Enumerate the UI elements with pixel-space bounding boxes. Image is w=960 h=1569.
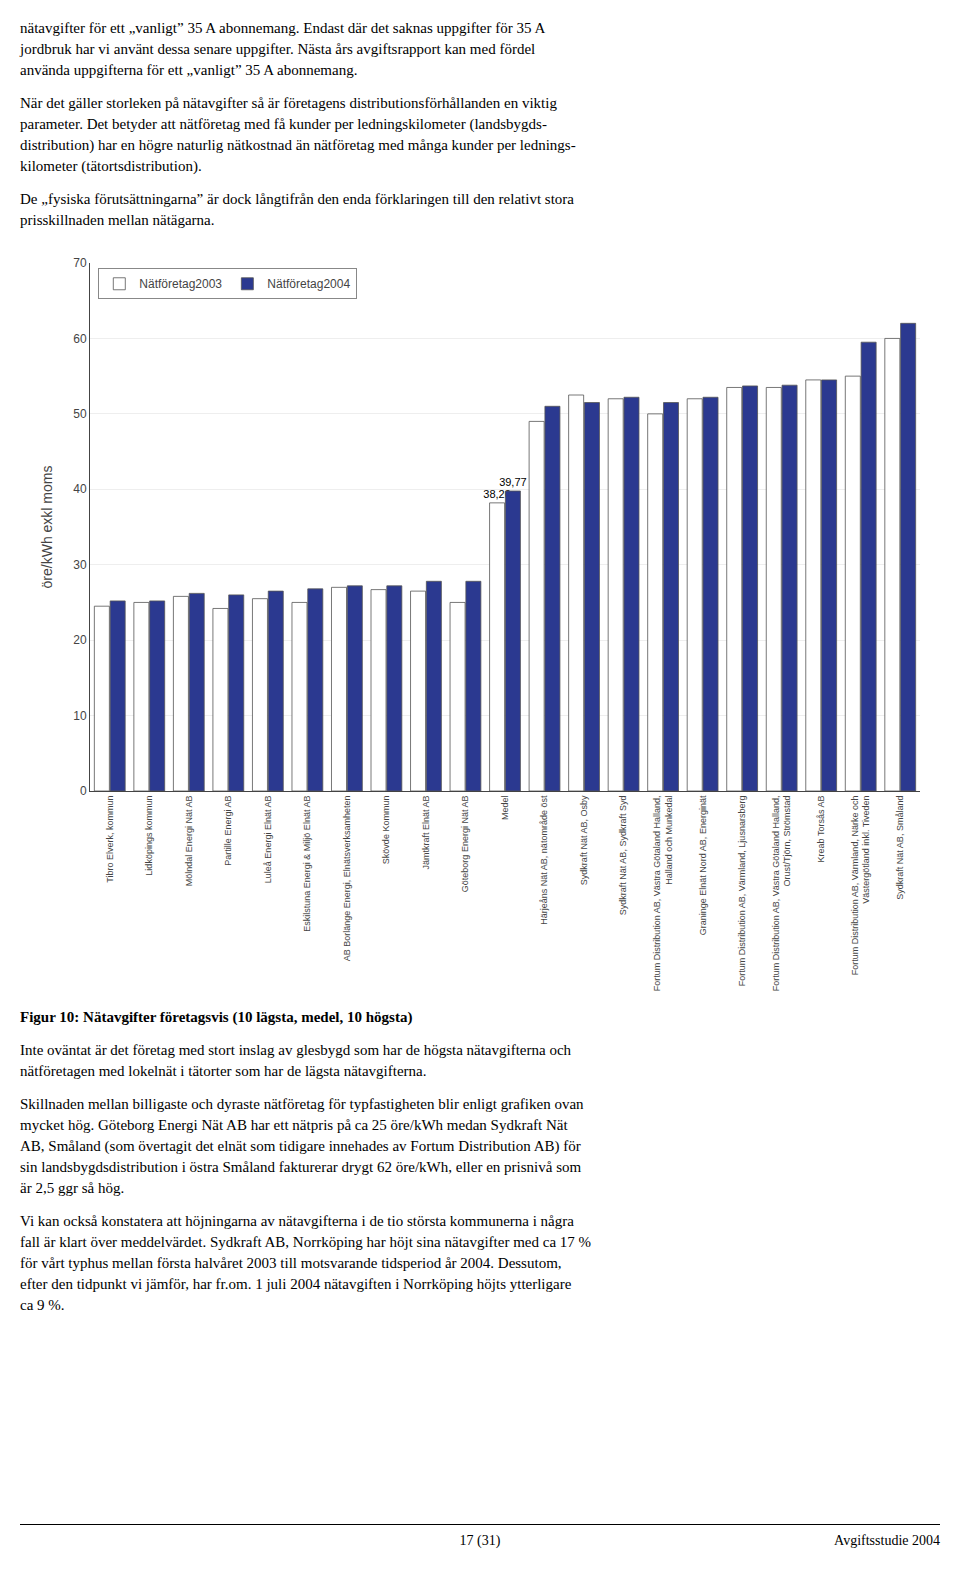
- svg-text:Lidköpings kommun: Lidköpings kommun: [144, 796, 154, 876]
- html-text:nätföretagen med lokelnät i tä: nätföretagen med lokelnät i tätorter som…: [20, 1063, 427, 1079]
- html-text:Avgiftsstudie 2004: Avgiftsstudie 2004: [834, 1533, 940, 1548]
- html-text:AB, Småland (som övertagit det: AB, Småland (som övertagit det elnät som…: [20, 1138, 581, 1154]
- html-text:distribution) har en högre nat: distribution) har en högre naturlig nätk…: [20, 137, 576, 153]
- svg-text:Härjeåns Nät AB, nätområde öst: Härjeåns Nät AB, nätområde öst: [539, 795, 549, 925]
- svg-text:20: 20: [73, 633, 87, 647]
- html-text:ca 9 %.: ca 9 %.: [20, 1297, 65, 1313]
- svg-text:0: 0: [80, 784, 87, 798]
- svg-text:Sydkraft Nät AB, Sydkraft Syd: Sydkraft Nät AB, Sydkraft Syd: [618, 796, 628, 916]
- svg-text:10: 10: [73, 709, 87, 723]
- html-text:sin landsbygdsdistribution i ö: sin landsbygdsdistribution i östra Småla…: [20, 1159, 582, 1175]
- html-text:prisskillnaden mellan nätägarn: prisskillnaden mellan nätägarna.: [20, 212, 215, 228]
- svg-text:Fortum Distribution AB, Västra: Fortum Distribution AB, Västra Götaland …: [652, 796, 674, 992]
- svg-text:Medel: Medel: [500, 796, 510, 821]
- html-text:Figur 10: Nätavgifter företags: Figur 10: Nätavgifter företagsvis (10 lä…: [20, 1009, 413, 1025]
- svg-text:Luleå Energi Elnät AB: Luleå Energi Elnät AB: [263, 796, 273, 884]
- html-text:är 2,5 ggr så hög.: är 2,5 ggr så hög.: [20, 1180, 125, 1196]
- svg-text:Fortum Distribution AB, Värmla: Fortum Distribution AB, Värmland, Närke …: [850, 796, 872, 976]
- svg-text:Fortum Distribution AB, Värmla: Fortum Distribution AB, Värmland, Ljusna…: [737, 796, 747, 987]
- svg-text:Kreab Torsås AB: Kreab Torsås AB: [816, 796, 826, 863]
- svg-text:Mölndal Energi Nät AB: Mölndal Energi Nät AB: [184, 796, 194, 887]
- svg-text:Graninge Elnät Nord AB, Energi: Graninge Elnät Nord AB, Energinät: [698, 795, 708, 935]
- html-text:Inte oväntat är det företag me: Inte oväntat är det företag med stort in…: [20, 1042, 572, 1058]
- html-text:jordbruk har vi använt dessa s: jordbruk har vi använt dessa senare uppg…: [20, 41, 536, 57]
- html-text:använda uppgifterna för ett „v: använda uppgifterna för ett „vanligt” 35…: [20, 62, 358, 78]
- html-text:fall är klart över meddelvärde: fall är klart över meddelvärdet. Sydkraf…: [20, 1234, 592, 1250]
- html-text:När det gäller storleken på nä: När det gäller storleken på nätavgifter …: [20, 95, 557, 111]
- svg-text:50: 50: [73, 407, 87, 421]
- svg-text:Tibro Elverk, kommun: Tibro Elverk, kommun: [105, 796, 115, 883]
- svg-text:Fortum Distribution AB, Västra: Fortum Distribution AB, Västra Götaland …: [771, 796, 793, 992]
- svg-text:Jämtkraft Elnät AB: Jämtkraft Elnät AB: [421, 796, 431, 870]
- html-text:Skillnaden mellan billigaste o: Skillnaden mellan billigaste och dyraste…: [20, 1096, 584, 1112]
- html-text:efter den tidpunkt vi jämför,: efter den tidpunkt vi jämför, har fr.om.…: [20, 1276, 572, 1292]
- svg-text:Eskilstuna Energi & Miljö Elnä: Eskilstuna Energi & Miljö Elnät AB: [302, 796, 312, 932]
- svg-text:39,77: 39,77: [499, 476, 527, 488]
- html-text:De „fysiska förutsättningarna”: De „fysiska förutsättningarna” är dock l…: [20, 191, 574, 207]
- svg-text:40: 40: [73, 482, 87, 496]
- html-text:nätavgifter för ett „vanligt”: nätavgifter för ett „vanligt” 35 A abonn…: [20, 20, 546, 36]
- svg-text:Nätföretag2004: Nätföretag2004: [267, 277, 350, 291]
- svg-text:AB Borlänge Energi, Elnätsverk: AB Borlänge Energi, Elnätsverksamheten: [342, 796, 352, 962]
- html-text:för vårt typhus mellan första: för vårt typhus mellan första halvåret 2…: [20, 1255, 562, 1271]
- html-text:mycket hög. Göteborg Energi Nä: mycket hög. Göteborg Energi Nät AB har e…: [20, 1117, 568, 1133]
- svg-text:38,20: 38,20: [483, 488, 511, 500]
- html-text:Vi kan också konstatera att hö: Vi kan också konstatera att höjningarna …: [20, 1213, 574, 1229]
- svg-text:Sydkraft Nät AB, Småland: Sydkraft Nät AB, Småland: [895, 796, 905, 900]
- svg-text:Nätföretag2003: Nätföretag2003: [139, 277, 222, 291]
- svg-text:Partille Energi AB: Partille Energi AB: [223, 796, 233, 866]
- svg-text:70: 70: [73, 256, 87, 270]
- svg-text:60: 60: [73, 332, 87, 346]
- svg-text:Göteborg Energi Nät AB: Göteborg Energi Nät AB: [460, 796, 470, 893]
- html-text:17 (31): 17 (31): [459, 1533, 501, 1548]
- svg-text:Skövde Kommun: Skövde Kommun: [381, 796, 391, 865]
- html-text:kilometer (tätortsdistribution: kilometer (tätortsdistribution).: [20, 158, 202, 174]
- html-text:parameter. Det betyder att nät: parameter. Det betyder att nätföretag me…: [20, 116, 547, 132]
- svg-text:30: 30: [73, 558, 87, 572]
- svg-text:öre/kWh exkl moms: öre/kWh exkl moms: [39, 466, 55, 589]
- svg-text:Sydkraft Nät AB, Osby: Sydkraft Nät AB, Osby: [579, 795, 589, 885]
